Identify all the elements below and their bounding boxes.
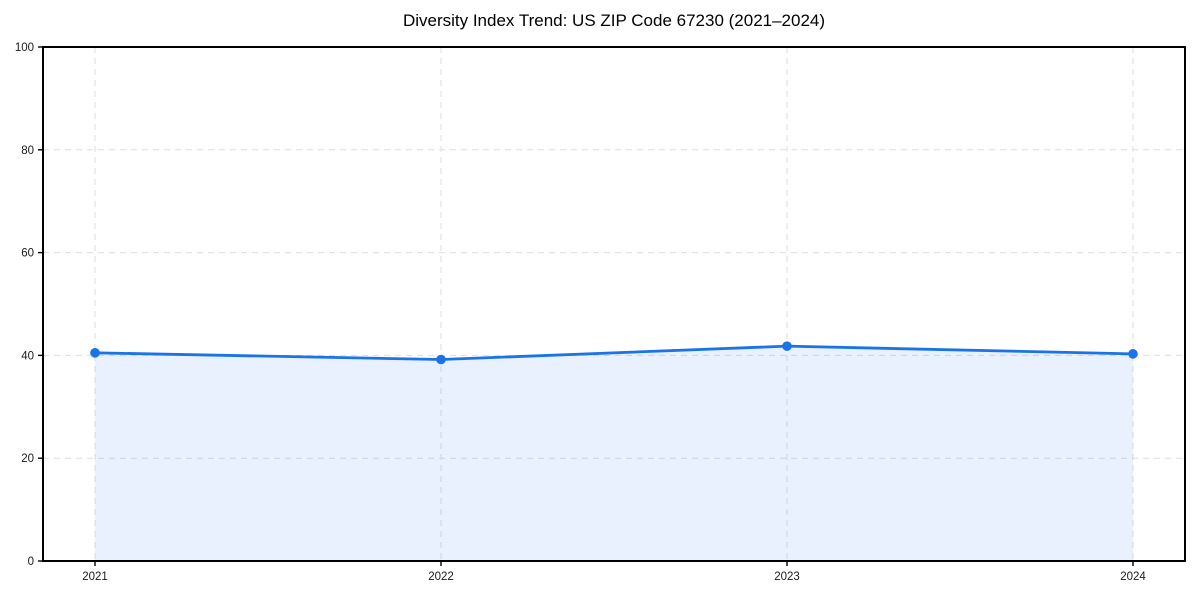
y-tick-label-100: 100 <box>15 42 34 54</box>
area-fill <box>95 346 1133 561</box>
y-tick-label-40: 40 <box>21 350 34 362</box>
data-point-2021 <box>90 348 100 358</box>
x-tick-label-2024: 2024 <box>1120 571 1146 583</box>
axes-layer: 0 20 40 60 80 100 2021 2022 2023 2024 <box>15 42 1186 583</box>
trend-line <box>93 344 1135 361</box>
y-tick-label-60: 60 <box>21 248 34 260</box>
y-tick-label-20: 20 <box>21 453 34 465</box>
data-point-2023 <box>782 341 792 351</box>
y-tick-label-80: 80 <box>21 145 34 157</box>
data-point-2022 <box>436 354 446 365</box>
y-tick-label-0: 0 <box>28 556 34 568</box>
data-point-2024 <box>1128 349 1138 359</box>
chart-title: Diversity Index Trend: US ZIP Code 67230… <box>403 11 825 30</box>
plot-border <box>42 46 1186 562</box>
x-tick-label-2023: 2023 <box>774 571 800 583</box>
x-tick-label-2022: 2022 <box>428 571 454 583</box>
data-layer <box>90 341 1138 561</box>
x-tick-label-2021: 2021 <box>82 571 108 583</box>
